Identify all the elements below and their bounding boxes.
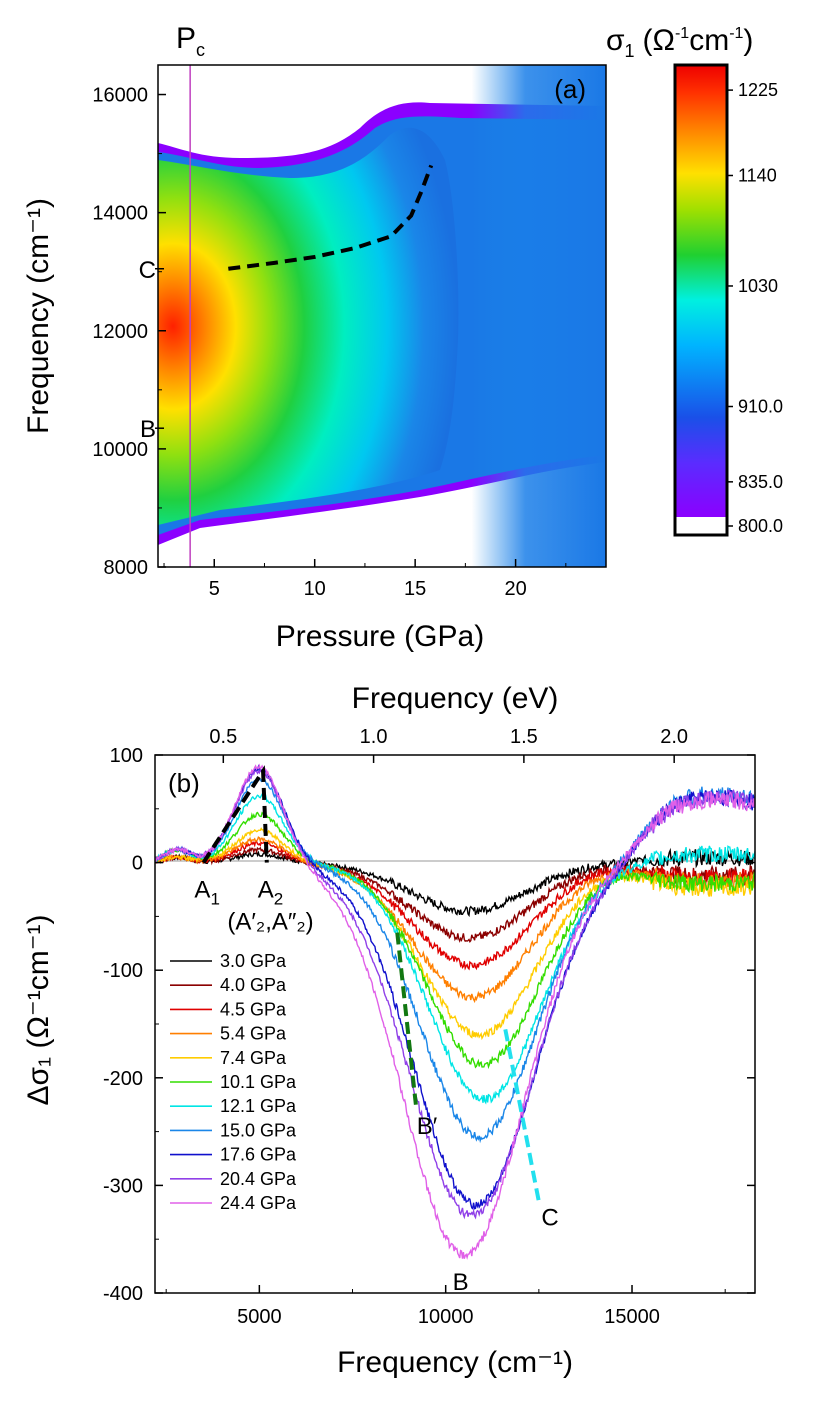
panel-b-y-ticks: 100 0 -100 -200 -300 -400 [103,745,755,1305]
annotation-label: (A′₂,A″₂) [227,909,313,936]
legend-entry: 20.4 GPa [220,1169,297,1189]
a-y-tick-label: 14000 [92,203,148,225]
series-line [155,827,755,1041]
colorbar: σ1 (Ω-1cm-1) 1225 1140 1030 910.0 835.0 800.0 [606,24,783,537]
series-line [155,792,755,1105]
b-top-tick-label: 2.0 [660,726,688,748]
legend-entry: 15.0 GPa [220,1120,297,1140]
colorbar-frame [673,63,729,537]
panel-b-label: (b) [168,768,200,798]
a-side-marker-label: B [140,416,156,443]
b-y-tick-label: -300 [103,1175,143,1197]
b-y-tick-label: 100 [110,745,143,767]
panel-b-legend: 3.0 GPa 4.0 GPa 4.5 GPa 5.4 GPa 7.4 GPa 10.1 … [170,951,297,1213]
panel-b-top-ticks: 0.5 1.0 1.5 2.0 [209,726,688,763]
colorbar-tick-label: 800.0 [738,516,783,536]
guide-dashed-line [201,765,269,864]
panel-a-label: (a) [554,74,586,104]
colorbar-tick-label: 835.0 [738,472,783,492]
guide-dashed-line [503,1028,541,1202]
a-x-tick-label: 5 [209,578,220,600]
colorbar-gradient [675,65,727,517]
annotation-label: C [541,1205,558,1232]
series-line [155,763,755,1260]
panel-a-x-label: Pressure (GPa) [276,620,484,653]
heatmap-dashed-guide [228,164,434,271]
panel-b-x-ticks: 5000 10000 15000 [165,1285,726,1328]
legend-entry: 24.4 GPa [220,1193,297,1213]
legend-entry: 4.0 GPa [220,975,287,995]
b-x-tick-label: 10000 [418,1306,474,1328]
series-line [155,767,755,1220]
colorbar-tick-label: 910.0 [738,397,783,417]
b-x-tick-label: 15000 [604,1306,660,1328]
a-y-tick-label: 10000 [92,439,148,461]
a-y-tick-label: 12000 [92,321,148,343]
a-side-marker-label: C [139,257,156,284]
legend-entry: 4.5 GPa [220,999,287,1019]
legend-entry: 17.6 GPa [220,1145,297,1165]
a-y-tick-label: 16000 [92,85,148,107]
a-x-tick-label: 15 [404,578,426,600]
panel-b-guides [201,765,541,1202]
panel-b-top-label: Frequency (eV) [352,682,559,715]
panel-a-heatmap: 5 10 15 20 8000 10000 12000 14000 16000 (a) Pre… [22,22,783,653]
a-x-tick-label: 20 [504,578,526,600]
panel-a-x-ticks: 5 10 15 20 [163,559,567,600]
colorbar-title: σ1 (Ω-1cm-1) [606,24,753,61]
panel-a-frame [157,64,607,568]
panel-a-y-label: Frequency (cm⁻¹) [22,198,55,434]
annotation-label: B [453,1269,469,1296]
colorbar-tick-label: 1030 [738,276,778,296]
b-top-tick-label: 1.0 [360,726,388,748]
legend-entry: 12.1 GPa [220,1096,297,1116]
legend-entry: 5.4 GPa [220,1024,287,1044]
panel-a-side-markers: CB [139,257,164,443]
b-y-tick-label: -200 [103,1068,143,1090]
annotation-label: B′ [417,1113,438,1140]
b-top-tick-label: 1.5 [510,726,538,748]
b-x-tick-label: 5000 [237,1306,282,1328]
legend-entry: 3.0 GPa [220,951,287,971]
panel-b-line-chart: 5000 10000 15000 1000-100-200-300-400 0.5 1… [22,682,756,1379]
panel-b-annotations: A1 A2(A′₂,A″₂) B′ C B [194,876,558,1296]
legend-entry: 7.4 GPa [220,1048,287,1068]
colorbar-tick-label: 1225 [738,80,778,100]
pc-label: Pc [176,22,205,60]
a-x-tick-label: 10 [304,578,326,600]
series-line [155,847,755,918]
annotation-label: A2 [258,876,283,908]
a-y-tick-label: 8000 [104,557,149,579]
b-y-tick-label: -100 [103,960,143,982]
series-line [155,811,755,1070]
guide-dashed-line [395,932,418,1105]
panel-a-y-ticks: 8000 10000 12000 14000 16000 [92,85,166,579]
b-top-tick-label: 0.5 [209,726,237,748]
colorbar-tick-label: 1140 [738,165,777,185]
panel-b-x-label: Frequency (cm⁻¹) [337,1346,573,1379]
colorbar-ticks: 1225 1140 1030 910.0 835.0 800.0 [727,80,783,536]
colorbar-under-range [675,517,727,535]
b-y-tick-label: 0 [132,853,143,875]
panel-b-y-label: Δσ₁ (Ω⁻¹cm⁻¹) [22,914,55,1105]
b-y-tick-label: -400 [103,1283,143,1305]
legend-entry: 10.1 GPa [220,1072,297,1092]
annotation-label: A1 [194,876,219,908]
